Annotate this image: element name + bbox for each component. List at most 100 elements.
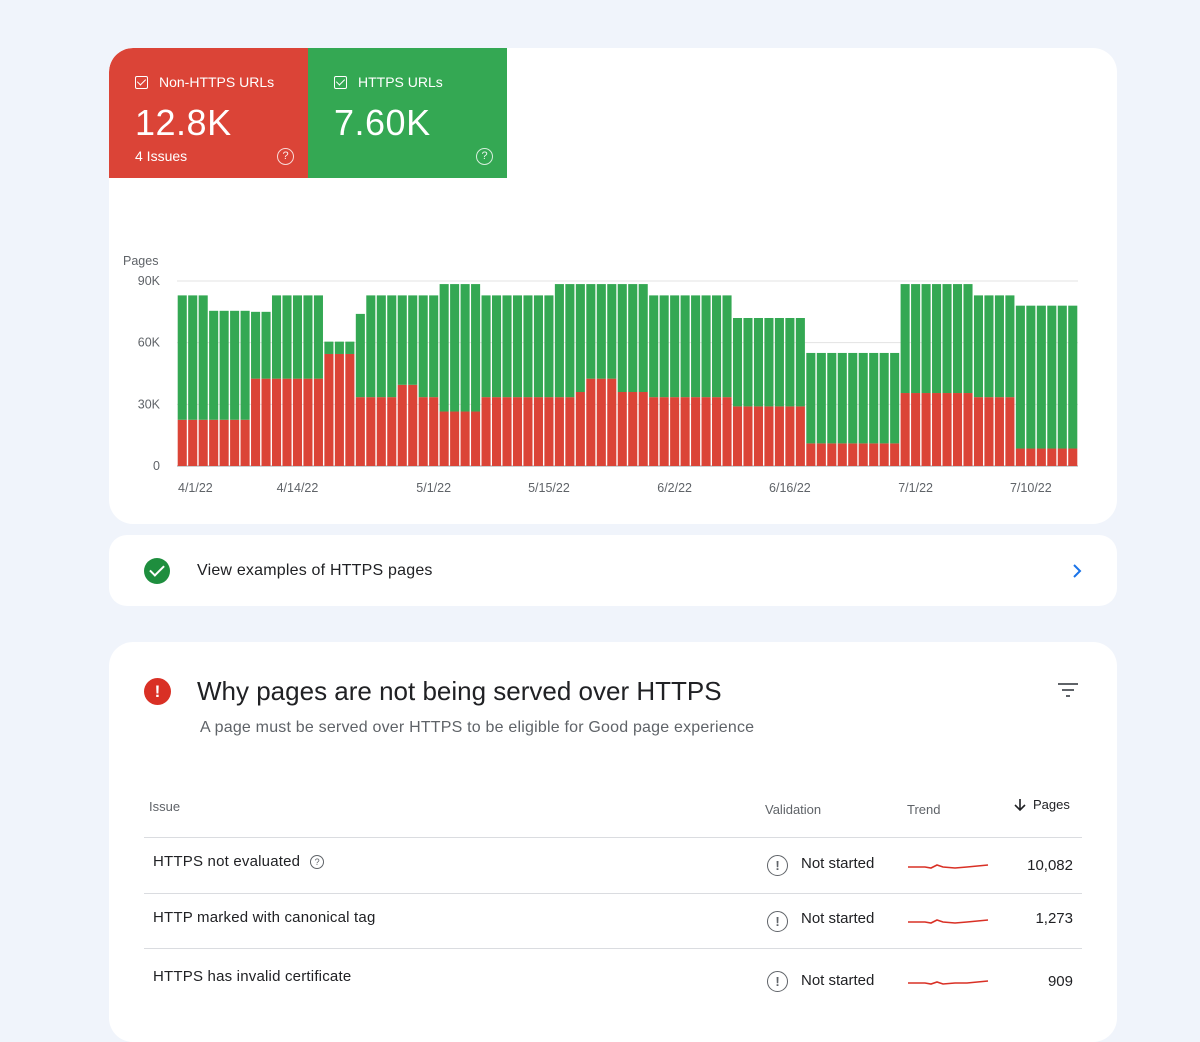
validation-alert-icon: ! [767,855,788,876]
bar-segment [439,284,449,412]
table-row[interactable]: HTTP marked with canonical tag ! Not sta… [144,894,1082,949]
chevron-right-icon[interactable] [1067,561,1087,581]
bar-segment [911,393,921,466]
bar-segment [900,393,910,466]
issue-label: HTTPS not evaluated [153,853,301,870]
bar-segment [355,397,365,466]
bar-segment [1005,397,1015,466]
bar-segment [911,284,921,394]
https-urls-tab[interactable]: HTTPS URLs 7.60K ? [308,48,507,178]
bar-segment [418,397,428,466]
bar-segment [303,295,313,379]
bar-segment [544,397,554,466]
bar-segment [397,384,407,466]
bar-segment [313,378,323,466]
y-tick-label: 30K [138,397,161,411]
bar-segment [743,406,753,466]
bar-segment [879,443,889,466]
validation-alert-icon: ! [767,971,788,992]
bar-segment [712,295,722,398]
bar-segment [994,295,1004,398]
bar-segment [743,318,753,407]
bar-segment [607,378,617,466]
help-icon[interactable]: ? [310,854,325,869]
bar-segment [1057,448,1067,466]
issue-name: HTTPS has invalid certificate [153,968,351,985]
help-icon[interactable]: ? [277,148,294,165]
bar-segment [628,284,638,392]
bar-segment [596,284,606,379]
bar-segment [492,397,502,466]
bar-segment [471,284,481,412]
checkbox-icon[interactable] [135,75,148,89]
bar-segment [858,443,868,466]
checkbox-icon[interactable] [334,75,347,89]
bar-segment [858,352,868,444]
bar-segment [879,352,889,444]
bar-segment [387,295,397,398]
non-https-urls-tab[interactable]: Non-HTTPS URLs 12.8K 4 Issues ? [109,48,308,178]
bar-segment [240,419,250,466]
filter-icon[interactable] [1057,682,1079,698]
bar-segment [837,352,847,444]
bar-segment [334,353,344,466]
bar-segment [722,397,732,466]
bar-segment [366,295,376,398]
bar-segment [334,341,344,354]
y-axis-label: Pages [123,254,158,268]
bar-segment [198,295,208,420]
bar-segment [198,419,208,466]
y-tick-label: 0 [153,459,160,473]
column-header-pages[interactable]: Pages [1013,797,1070,812]
bar-segment [512,397,523,466]
bar-segment [753,318,763,407]
bar-segment [209,419,219,466]
bar-segment [523,397,533,466]
bar-segment [460,411,470,466]
table-row[interactable]: HTTPS has invalid certificate ! Not star… [144,949,1082,1004]
bar-segment [659,397,669,466]
bar-segment [994,397,1004,466]
bar-segment [649,295,659,398]
bar-segment [408,295,418,385]
bar-segment [292,295,303,379]
bar-segment [764,318,774,407]
view-examples-row[interactable]: View examples of HTTPS pages [109,535,1117,606]
bar-segment [827,352,837,444]
column-header-trend: Trend [907,802,941,817]
bar-segment [890,443,900,466]
issues-subtitle: A page must be served over HTTPS to be e… [200,719,755,736]
bar-segment [1026,448,1036,466]
bar-segment [188,295,198,420]
table-row[interactable]: HTTPS not evaluated ? ! Not started 10,0… [144,838,1082,893]
bar-segment [397,295,407,385]
help-icon[interactable]: ? [476,148,493,165]
bar-segment [869,443,879,466]
bar-segment [932,393,942,466]
bar-segment [984,397,994,466]
bar-segment [1047,305,1057,449]
issue-name: HTTP marked with canonical tag [153,909,375,926]
y-tick-label: 60K [138,336,161,350]
bar-segment [324,353,334,466]
bar-segment [188,419,198,466]
bar-segment [973,397,984,466]
bar-segment [1005,295,1015,398]
bar-segment [607,284,617,379]
pages-count: 1,273 [1035,910,1073,927]
issue-label: HTTPS has invalid certificate [153,968,352,985]
divider [144,893,1082,894]
bar-segment [324,341,334,354]
bar-segment [177,419,187,466]
bar-segment [984,295,994,398]
column-header-issue: Issue [149,799,181,814]
error-icon: ! [144,678,171,705]
bar-segment [209,310,219,420]
issue-label: HTTP marked with canonical tag [153,909,376,926]
bar-segment [806,352,816,444]
bar-segment [628,392,638,466]
bar-segment [586,378,596,466]
x-tick-label: 7/10/22 [1010,481,1052,495]
column-header-validation: Validation [765,802,822,817]
bar-segment [261,311,271,379]
